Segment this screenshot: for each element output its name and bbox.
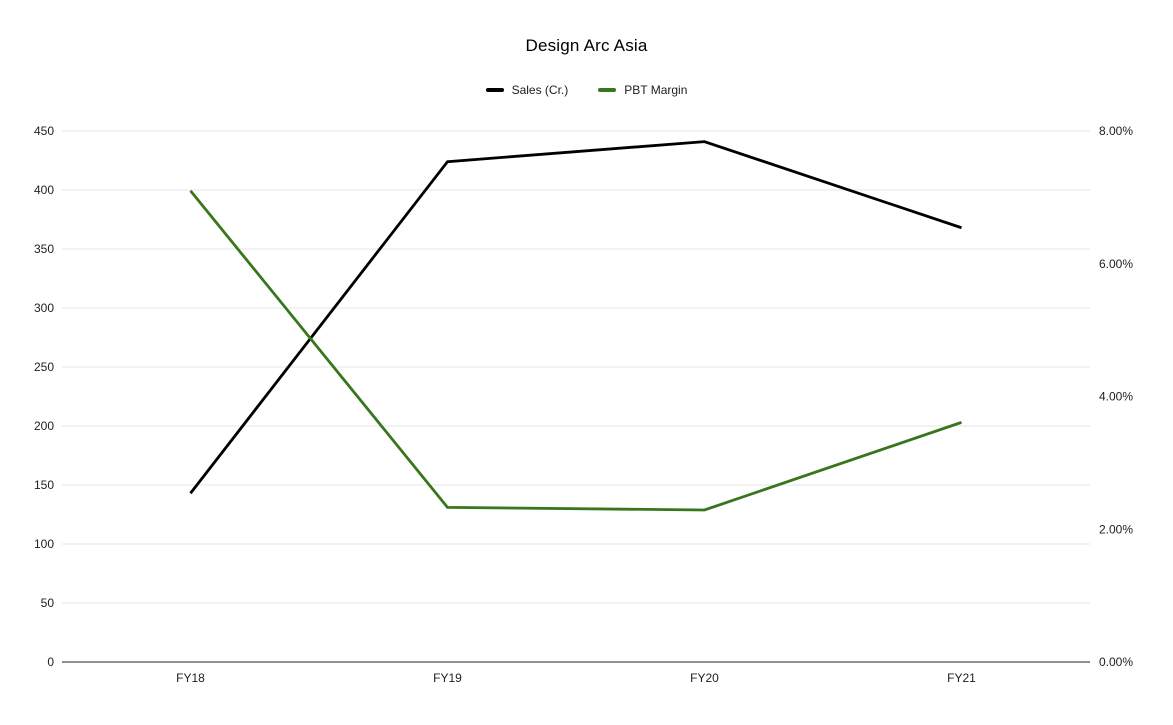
series-line-pbt-margin (189, 189, 962, 512)
legend-label: PBT Margin (624, 83, 688, 97)
left-axis-tick-label: 350 (34, 242, 54, 256)
right-axis-tick-label: 4.00% (1099, 390, 1133, 404)
right-axis-tick-label: 8.00% (1099, 124, 1133, 138)
left-axis-tick-label: 100 (34, 537, 54, 551)
left-axis-tick-label: 250 (34, 360, 54, 374)
legend-swatch-icon (485, 88, 504, 92)
legend-label: Sales (Cr.) (511, 83, 569, 97)
left-axis-tick-label: 0 (47, 655, 54, 669)
left-axis-tick-label: 150 (34, 478, 54, 492)
left-axis-tick-label: 200 (34, 419, 54, 433)
x-axis-tick-label: FY19 (433, 671, 462, 685)
right-axis-tick-label: 2.00% (1099, 522, 1133, 536)
left-axis-tick-label: 300 (34, 301, 54, 315)
series-line-sales-cr (189, 140, 962, 495)
legend-item-pbt-margin: PBT Margin (598, 83, 687, 97)
x-axis-tick-label: FY18 (176, 671, 205, 685)
left-axis-tick-label: 450 (34, 124, 54, 138)
right-axis-tick-label: 0.00% (1099, 655, 1133, 669)
chart-legend: Sales (Cr.) PBT Margin (0, 83, 1173, 97)
left-axis-tick-label: 50 (41, 596, 55, 610)
legend-item-sales-cr: Sales (Cr.) (485, 83, 569, 97)
x-axis-tick-label: FY20 (690, 671, 719, 685)
left-axis-tick-label: 400 (34, 183, 54, 197)
x-axis-tick-label: FY21 (947, 671, 976, 685)
chart-title: Design Arc Asia (525, 36, 648, 55)
right-axis-tick-label: 6.00% (1099, 257, 1133, 271)
legend-swatch-icon (598, 88, 617, 92)
